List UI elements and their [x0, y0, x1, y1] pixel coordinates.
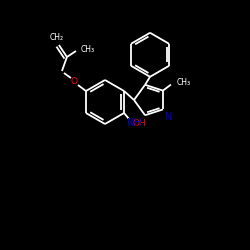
- Text: O: O: [70, 76, 78, 86]
- Text: NH: NH: [127, 118, 142, 128]
- Text: CH₃: CH₃: [81, 44, 95, 54]
- Text: N: N: [165, 112, 172, 122]
- Text: OH: OH: [132, 118, 146, 128]
- Text: CH₃: CH₃: [177, 78, 191, 87]
- Text: CH₂: CH₂: [50, 34, 64, 42]
